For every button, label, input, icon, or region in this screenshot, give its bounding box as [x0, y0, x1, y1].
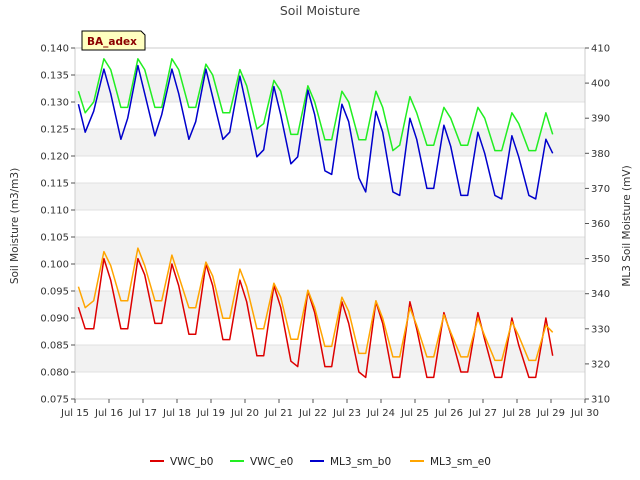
x-tick-label: Jul 20 — [230, 408, 259, 419]
y-tick-label: 0.120 — [40, 152, 69, 163]
y-tick-label: 0.140 — [40, 44, 69, 55]
background-bands — [75, 75, 585, 372]
y2-tick-label: 410 — [591, 44, 610, 55]
background-band — [75, 183, 585, 210]
site-label: BA_adex — [87, 36, 137, 48]
site-label-box: BA_adex — [81, 30, 146, 51]
y2-axis-title: ML3 Soil Moisture (mV) — [621, 165, 633, 286]
y-tick-label: 0.105 — [40, 233, 69, 244]
y-tick-label: 0.095 — [40, 287, 69, 298]
y2-tick-label: 310 — [591, 395, 610, 406]
x-axis: Jul 15 Jul 16 Jul 17 Jul 18 Jul 19 Jul 20 Jul … — [60, 399, 599, 419]
y2-tick-label: 330 — [591, 324, 610, 335]
x-tick-label: Jul 30 — [570, 408, 599, 419]
series-line-ML3_sm_e0 — [77, 247, 554, 362]
series-line-VWC_e0 — [77, 58, 554, 152]
y-tick-label: 0.110 — [40, 206, 69, 217]
x-tick-label: Jul 27 — [468, 408, 497, 419]
legend-label: ML3_sm_b0 — [330, 456, 391, 468]
y-tick-label: 0.125 — [40, 125, 69, 136]
y2-tick-label: 390 — [591, 114, 610, 125]
y-axis-title: Soil Moisture (m3/m3) — [9, 168, 21, 284]
y-axis-left: 0.075 0.080 0.085 0.090 0.095 0.100 0.105 0.110… — [40, 44, 75, 406]
x-tick-label: Jul 25 — [400, 408, 429, 419]
y-tick-label: 0.115 — [40, 179, 69, 190]
y2-tick-label: 370 — [591, 184, 610, 195]
y-tick-label: 0.085 — [40, 341, 69, 352]
x-tick-label: Jul 21 — [264, 408, 293, 419]
background-band — [75, 75, 585, 102]
series-line-ML3_sm_b0 — [77, 64, 554, 200]
y2-tick-label: 360 — [591, 219, 610, 230]
legend-label: VWC_e0 — [250, 456, 293, 468]
x-tick-label: Jul 17 — [128, 408, 157, 419]
y-tick-label: 0.130 — [40, 98, 69, 109]
y-tick-label: 0.135 — [40, 71, 69, 82]
y2-tick-label: 400 — [591, 79, 610, 90]
x-tick-label: Jul 16 — [94, 408, 123, 419]
y2-tick-label: 340 — [591, 289, 610, 300]
y2-tick-label: 380 — [591, 149, 610, 160]
background-band — [75, 291, 585, 318]
y-tick-label: 0.100 — [40, 260, 69, 271]
background-band — [75, 237, 585, 264]
chart-title: Soil Moisture — [280, 3, 361, 18]
y-tick-label: 0.090 — [40, 314, 69, 325]
y2-tick-label: 350 — [591, 254, 610, 265]
y2-tick-label: 320 — [591, 359, 610, 370]
x-tick-label: Jul 24 — [366, 408, 395, 419]
x-tick-label: Jul 29 — [536, 408, 565, 419]
x-tick-label: Jul 22 — [298, 408, 327, 419]
series-layer — [77, 58, 554, 379]
x-tick-label: Jul 18 — [162, 408, 191, 419]
y-tick-label: 0.080 — [40, 368, 69, 379]
legend-label: VWC_b0 — [170, 456, 214, 468]
y-tick-label: 0.075 — [40, 395, 69, 406]
y-axis-right: 310 320 330 340 350 360 370 380 390 400 410 — [585, 44, 610, 406]
legend-label: ML3_sm_e0 — [430, 456, 491, 468]
x-tick-label: Jul 19 — [196, 408, 225, 419]
background-band — [75, 345, 585, 372]
x-tick-label: Jul 28 — [502, 408, 531, 419]
x-tick-label: Jul 26 — [434, 408, 463, 419]
x-tick-label: Jul 23 — [332, 408, 361, 419]
background-band — [75, 129, 585, 156]
x-tick-label: Jul 15 — [60, 408, 89, 419]
legend: VWC_b0 VWC_e0 ML3_sm_b0 ML3_sm_e0 — [150, 456, 491, 468]
